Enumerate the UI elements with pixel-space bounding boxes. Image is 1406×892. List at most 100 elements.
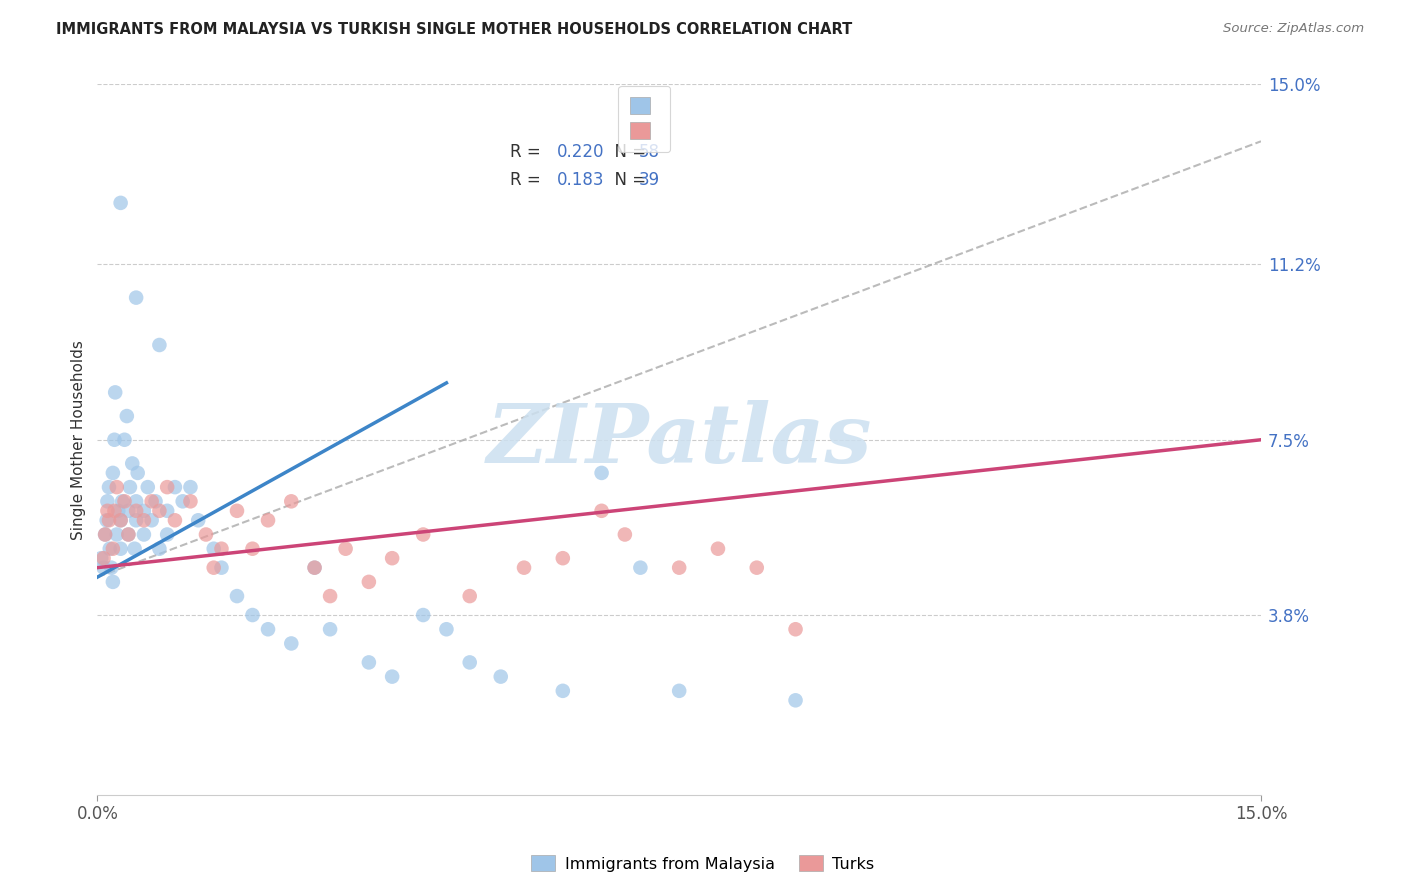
Point xyxy=(98,541,121,556)
Point xyxy=(110,513,132,527)
Point xyxy=(202,560,225,574)
Point xyxy=(110,513,132,527)
Point xyxy=(93,560,115,574)
Point xyxy=(628,560,651,574)
Point xyxy=(591,504,613,518)
Point xyxy=(110,541,132,556)
Point xyxy=(101,541,124,556)
Text: Source: ZipAtlas.com: Source: ZipAtlas.com xyxy=(1223,22,1364,36)
Point xyxy=(381,551,404,566)
Point xyxy=(96,494,118,508)
Point xyxy=(141,513,163,527)
Legend: , : , xyxy=(619,86,671,152)
Point xyxy=(118,480,141,494)
Point xyxy=(107,504,129,518)
Point xyxy=(156,527,179,541)
Text: R =: R = xyxy=(510,143,547,161)
Point xyxy=(98,480,121,494)
Point xyxy=(148,338,170,352)
Point xyxy=(125,504,148,518)
Point xyxy=(357,574,380,589)
Point xyxy=(105,527,128,541)
Point xyxy=(436,622,458,636)
Point xyxy=(280,494,302,508)
Point xyxy=(357,656,380,670)
Point xyxy=(121,457,143,471)
Point xyxy=(381,670,404,684)
Point xyxy=(103,504,125,518)
Point xyxy=(117,527,139,541)
Point xyxy=(100,560,122,574)
Point xyxy=(124,541,146,556)
Point xyxy=(211,560,233,574)
Point xyxy=(163,480,186,494)
Point xyxy=(745,560,768,574)
Point xyxy=(172,494,194,508)
Point xyxy=(132,504,155,518)
Text: N =: N = xyxy=(603,143,651,161)
Point xyxy=(132,513,155,527)
Point xyxy=(148,504,170,518)
Point xyxy=(105,480,128,494)
Point xyxy=(125,513,148,527)
Point xyxy=(125,494,148,508)
Point xyxy=(101,466,124,480)
Point xyxy=(551,551,574,566)
Point xyxy=(110,195,132,210)
Point xyxy=(785,622,807,636)
Point xyxy=(319,622,342,636)
Point xyxy=(132,527,155,541)
Point xyxy=(103,433,125,447)
Point xyxy=(242,608,264,623)
Point xyxy=(226,589,249,603)
Point xyxy=(90,551,112,566)
Point xyxy=(319,589,342,603)
Point xyxy=(187,513,209,527)
Point xyxy=(304,560,326,574)
Point xyxy=(785,693,807,707)
Point xyxy=(94,527,117,541)
Point xyxy=(156,504,179,518)
Point xyxy=(668,560,690,574)
Point xyxy=(127,466,149,480)
Point xyxy=(96,504,118,518)
Point xyxy=(114,433,136,447)
Point xyxy=(707,541,730,556)
Text: ZIPatlas: ZIPatlas xyxy=(486,400,872,480)
Text: IMMIGRANTS FROM MALAYSIA VS TURKISH SINGLE MOTHER HOUSEHOLDS CORRELATION CHART: IMMIGRANTS FROM MALAYSIA VS TURKISH SING… xyxy=(56,22,852,37)
Point xyxy=(98,513,121,527)
Point xyxy=(226,504,249,518)
Legend: Immigrants from Malaysia, Turks: Immigrants from Malaysia, Turks xyxy=(523,847,883,880)
Point xyxy=(513,560,536,574)
Point xyxy=(96,513,118,527)
Point xyxy=(115,409,138,423)
Point xyxy=(163,513,186,527)
Text: 39: 39 xyxy=(638,171,659,189)
Point xyxy=(257,622,280,636)
Point xyxy=(117,504,139,518)
Point xyxy=(412,527,434,541)
Point xyxy=(125,291,148,305)
Point xyxy=(613,527,636,541)
Point xyxy=(117,527,139,541)
Point xyxy=(551,683,574,698)
Text: R =: R = xyxy=(510,171,547,189)
Point xyxy=(179,494,201,508)
Text: 58: 58 xyxy=(638,143,659,161)
Point xyxy=(93,551,115,566)
Point xyxy=(194,527,217,541)
Point xyxy=(458,589,481,603)
Point xyxy=(304,560,326,574)
Point xyxy=(136,480,159,494)
Point xyxy=(94,527,117,541)
Point xyxy=(412,608,434,623)
Point xyxy=(211,541,233,556)
Point xyxy=(145,494,167,508)
Text: 0.220: 0.220 xyxy=(557,143,605,161)
Point xyxy=(458,656,481,670)
Point xyxy=(242,541,264,556)
Text: N =: N = xyxy=(603,171,651,189)
Point xyxy=(668,683,690,698)
Point xyxy=(591,466,613,480)
Point xyxy=(202,541,225,556)
